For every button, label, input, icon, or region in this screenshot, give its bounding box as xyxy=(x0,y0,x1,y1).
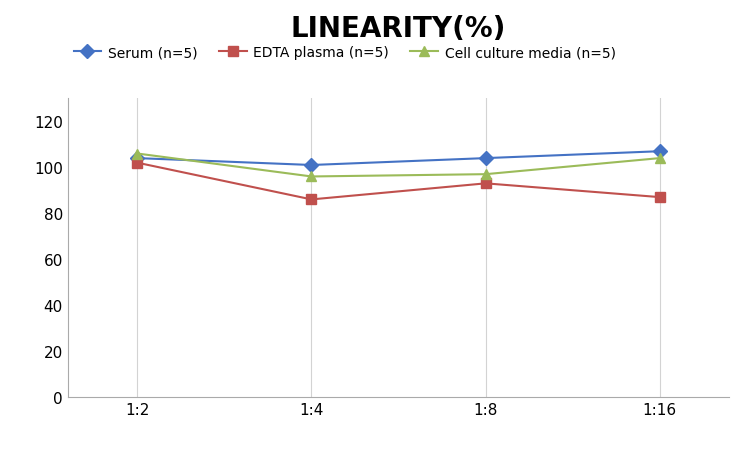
EDTA plasma (n=5) xyxy=(307,197,316,202)
EDTA plasma (n=5) xyxy=(655,195,664,200)
Serum (n=5) xyxy=(481,156,490,161)
Cell culture media (n=5) xyxy=(307,175,316,180)
Legend: Serum (n=5), EDTA plasma (n=5), Cell culture media (n=5): Serum (n=5), EDTA plasma (n=5), Cell cul… xyxy=(68,41,621,66)
Title: LINEARITY(%): LINEARITY(%) xyxy=(291,15,506,43)
Line: Serum (n=5): Serum (n=5) xyxy=(132,147,665,170)
Serum (n=5) xyxy=(655,149,664,155)
Cell culture media (n=5) xyxy=(133,152,142,157)
Line: EDTA plasma (n=5): EDTA plasma (n=5) xyxy=(132,158,665,205)
EDTA plasma (n=5) xyxy=(481,181,490,187)
EDTA plasma (n=5) xyxy=(133,161,142,166)
Line: Cell culture media (n=5): Cell culture media (n=5) xyxy=(132,149,665,182)
Serum (n=5) xyxy=(133,156,142,161)
Cell culture media (n=5) xyxy=(655,156,664,161)
Serum (n=5) xyxy=(307,163,316,168)
Cell culture media (n=5) xyxy=(481,172,490,178)
